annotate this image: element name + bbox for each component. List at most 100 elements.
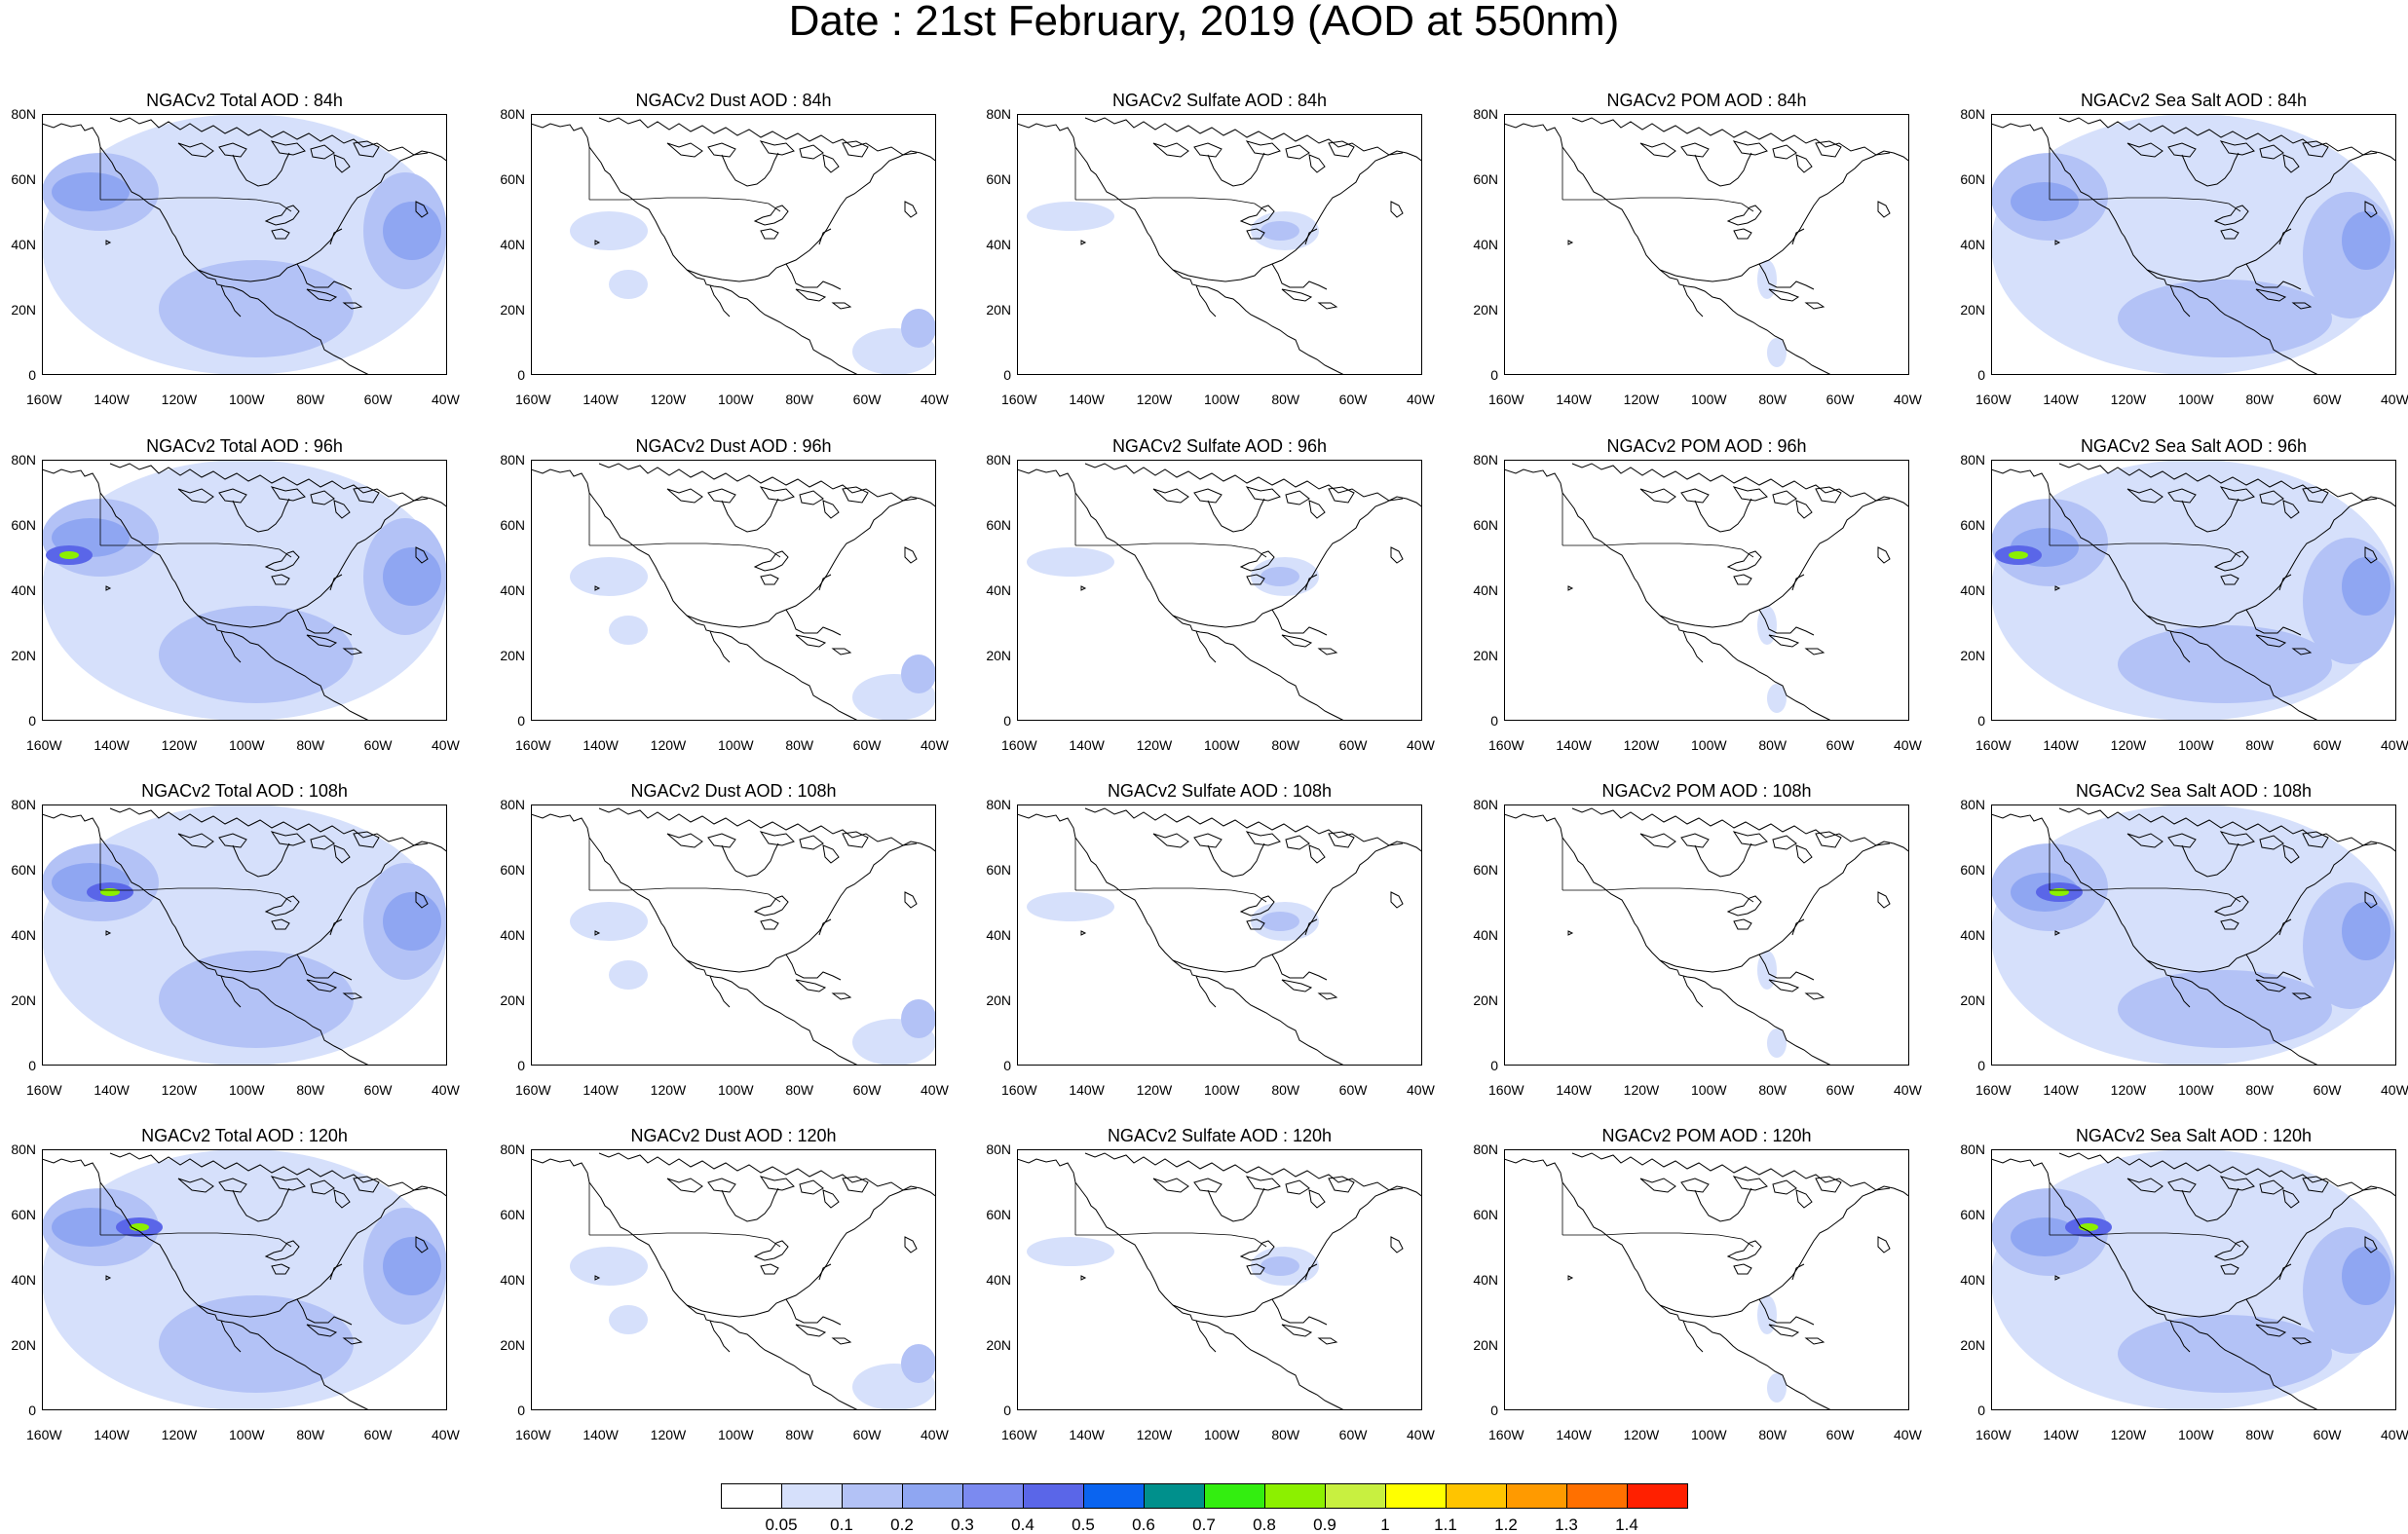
lon-tick-label: 120W <box>1623 1427 1660 1442</box>
lon-tick-label: 60W <box>1825 1427 1855 1442</box>
lat-tick-label: 0 <box>1490 367 1498 383</box>
lon-tick-label: 120W <box>161 392 198 407</box>
lon-tick-label: 160W <box>515 737 551 753</box>
lon-tick-label: 60W <box>2313 737 2342 753</box>
lon-tick-label: 160W <box>1488 1427 1524 1442</box>
lon-tick-label: 60W <box>852 1427 882 1442</box>
lon-tick-label: 100W <box>229 737 265 753</box>
lat-tick-label: 20N <box>986 648 1011 663</box>
lat-tick-label: 40N <box>986 582 1011 598</box>
aod-map <box>1504 460 1909 721</box>
lon-tick-label: 120W <box>1136 1427 1173 1442</box>
colorbar-swatch <box>1566 1483 1628 1509</box>
lat-tick-label: 60N <box>986 517 1011 533</box>
map-panel: NGACv2 POM AOD : 84h 80N 60N 40N 20N 0 160W 140… <box>1473 91 1968 430</box>
lon-tick-label: 120W <box>650 1427 687 1442</box>
lat-tick-label: 0 <box>28 1403 36 1418</box>
lon-tick-label: 40W <box>921 392 949 407</box>
lon-tick-label: 80W <box>785 1082 814 1098</box>
lat-tick-label: 60N <box>1960 862 1985 878</box>
lon-tick-label: 100W <box>1204 1427 1240 1442</box>
colorbar-swatch <box>721 1483 782 1509</box>
aod-peak <box>59 551 79 559</box>
lon-tick-label: 140W <box>583 1082 619 1098</box>
lon-tick-label: 40W <box>921 1082 949 1098</box>
aod-plume <box>2342 902 2390 960</box>
lon-tick-label: 160W <box>26 1427 62 1442</box>
colorbar-label: 0.7 <box>1192 1515 1216 1534</box>
lat-tick-label: 20N <box>1473 648 1498 663</box>
colorbar-swatch <box>1204 1483 1265 1509</box>
lon-tick-label: 120W <box>1623 737 1660 753</box>
lat-tick-label: 0 <box>517 1403 525 1418</box>
lat-tick-label: 0 <box>1490 1058 1498 1073</box>
aod-plume <box>383 202 441 260</box>
lon-tick-label: 60W <box>1338 1082 1368 1098</box>
lat-tick-label: 80N <box>986 106 1011 122</box>
lon-tick-label: 100W <box>1204 1082 1240 1098</box>
lon-tick-label: 120W <box>650 392 687 407</box>
lon-tick-label: 140W <box>1556 1427 1592 1442</box>
aod-plume <box>52 172 130 211</box>
lat-tick-label: 0 <box>1490 713 1498 729</box>
lon-tick-label: 160W <box>26 1082 62 1098</box>
aod-peak <box>100 888 120 896</box>
map-frame <box>1991 1149 2396 1410</box>
lon-tick-label: 40W <box>1894 1082 1922 1098</box>
aod-peak <box>2050 888 2069 896</box>
lon-tick-label: 40W <box>1407 737 1435 753</box>
lat-tick-label: 80N <box>1960 106 1985 122</box>
aod-map <box>42 114 447 375</box>
panel-title: NGACv2 Sulfate AOD : 108h <box>1107 781 1333 801</box>
lon-tick-label: 60W <box>2313 392 2342 407</box>
aod-plume <box>159 1295 354 1393</box>
coastline <box>1504 463 1909 721</box>
lon-tick-label: 160W <box>515 1082 551 1098</box>
lon-tick-label: 120W <box>161 1427 198 1442</box>
coastline <box>1504 807 1909 1066</box>
map-frame <box>1504 1149 1909 1410</box>
lon-tick-label: 160W <box>515 1427 551 1442</box>
colorbar-swatch <box>1325 1483 1386 1509</box>
map-frame <box>42 460 447 721</box>
lat-tick-label: 60N <box>500 1207 525 1222</box>
lon-tick-label: 100W <box>2178 1082 2214 1098</box>
lon-tick-label: 60W <box>1338 392 1368 407</box>
lon-tick-label: 160W <box>26 737 62 753</box>
lon-tick-label: 40W <box>432 737 460 753</box>
lat-tick-label: 20N <box>11 302 36 318</box>
aod-plume <box>1027 1237 1114 1266</box>
panel-title: NGACv2 Dust AOD : 120h <box>630 1126 837 1145</box>
lon-tick-label: 160W <box>26 392 62 407</box>
lat-tick-label: 40N <box>1473 1272 1498 1288</box>
map-frame <box>531 114 936 375</box>
lat-tick-label: 20N <box>11 992 36 1008</box>
lat-tick-label: 40N <box>11 582 36 598</box>
lon-tick-label: 140W <box>94 737 130 753</box>
map-frame <box>531 460 936 721</box>
lat-tick-label: 40N <box>11 1272 36 1288</box>
lat-tick-label: 60N <box>500 517 525 533</box>
aod-plume <box>2011 1217 2079 1256</box>
lat-tick-label: 40N <box>11 927 36 943</box>
map-panel: NGACv2 Sulfate AOD : 84h 80N 60N 40N 20N 0 160… <box>986 91 1481 430</box>
panel-title: NGACv2 Sea Salt AOD : 120h <box>2075 1126 2313 1145</box>
colorbar-label: 1 <box>1380 1515 1390 1534</box>
lat-tick-label: 80N <box>1960 452 1985 468</box>
lat-tick-label: 80N <box>11 797 36 812</box>
aod-map <box>42 804 447 1066</box>
lon-tick-label: 140W <box>94 1082 130 1098</box>
lon-tick-label: 120W <box>1136 1082 1173 1098</box>
map-frame <box>531 804 936 1066</box>
lon-tick-label: 40W <box>432 392 460 407</box>
lat-tick-label: 20N <box>1960 302 1985 318</box>
aod-plume <box>901 655 936 693</box>
aod-plume <box>1767 1373 1787 1403</box>
lat-tick-label: 60N <box>11 1207 36 1222</box>
lat-tick-label: 60N <box>986 171 1011 187</box>
lat-tick-label: 80N <box>1473 106 1498 122</box>
map-panel: NGACv2 Dust AOD : 84h 80N 60N 40N 20N 0 160W 14… <box>500 91 995 430</box>
aod-map <box>1991 804 2396 1066</box>
lon-tick-label: 120W <box>2110 1427 2147 1442</box>
lat-tick-label: 40N <box>986 237 1011 252</box>
